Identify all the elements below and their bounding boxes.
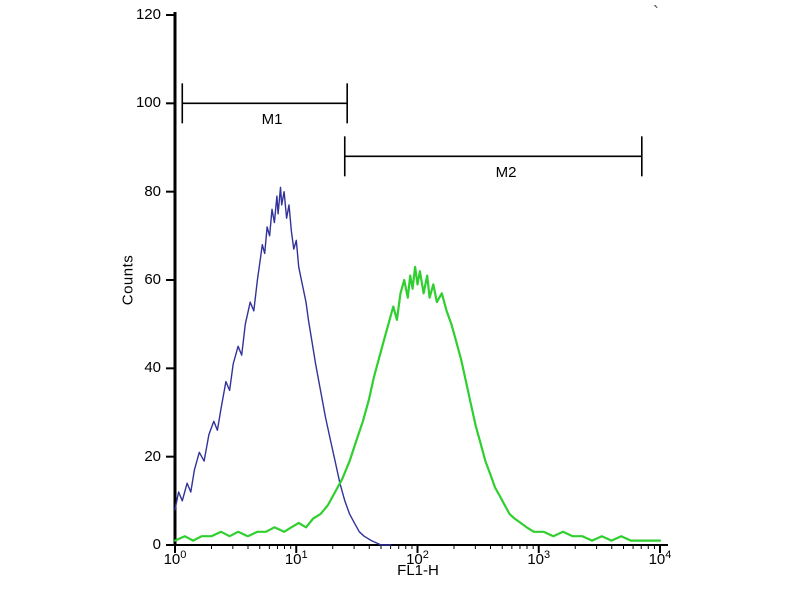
y-tick-label: 60 [144,271,161,288]
x-tick-label: 104 [648,549,672,568]
corner-mark: ` [653,3,659,23]
y-tick-label: 100 [135,94,161,112]
y-tick-label: 20 [144,447,161,465]
x-tick-label: 100 [163,549,187,568]
series-green-histogram [173,265,662,542]
x-axis-title: FL1-H [397,562,439,579]
y-tick-label: 80 [144,182,161,200]
x-tick-label: 102 [406,549,429,568]
x-tick-label: 103 [527,549,551,568]
y-tick-label: 0 [152,536,161,553]
series-blue-histogram [174,186,392,546]
x-tick-label: 101 [284,549,308,568]
marker-label-m1: M1 [261,111,283,129]
y-tick-label: 120 [135,6,161,23]
marker-label-m2: M2 [495,164,517,182]
y-tick-label: 40 [144,359,161,377]
